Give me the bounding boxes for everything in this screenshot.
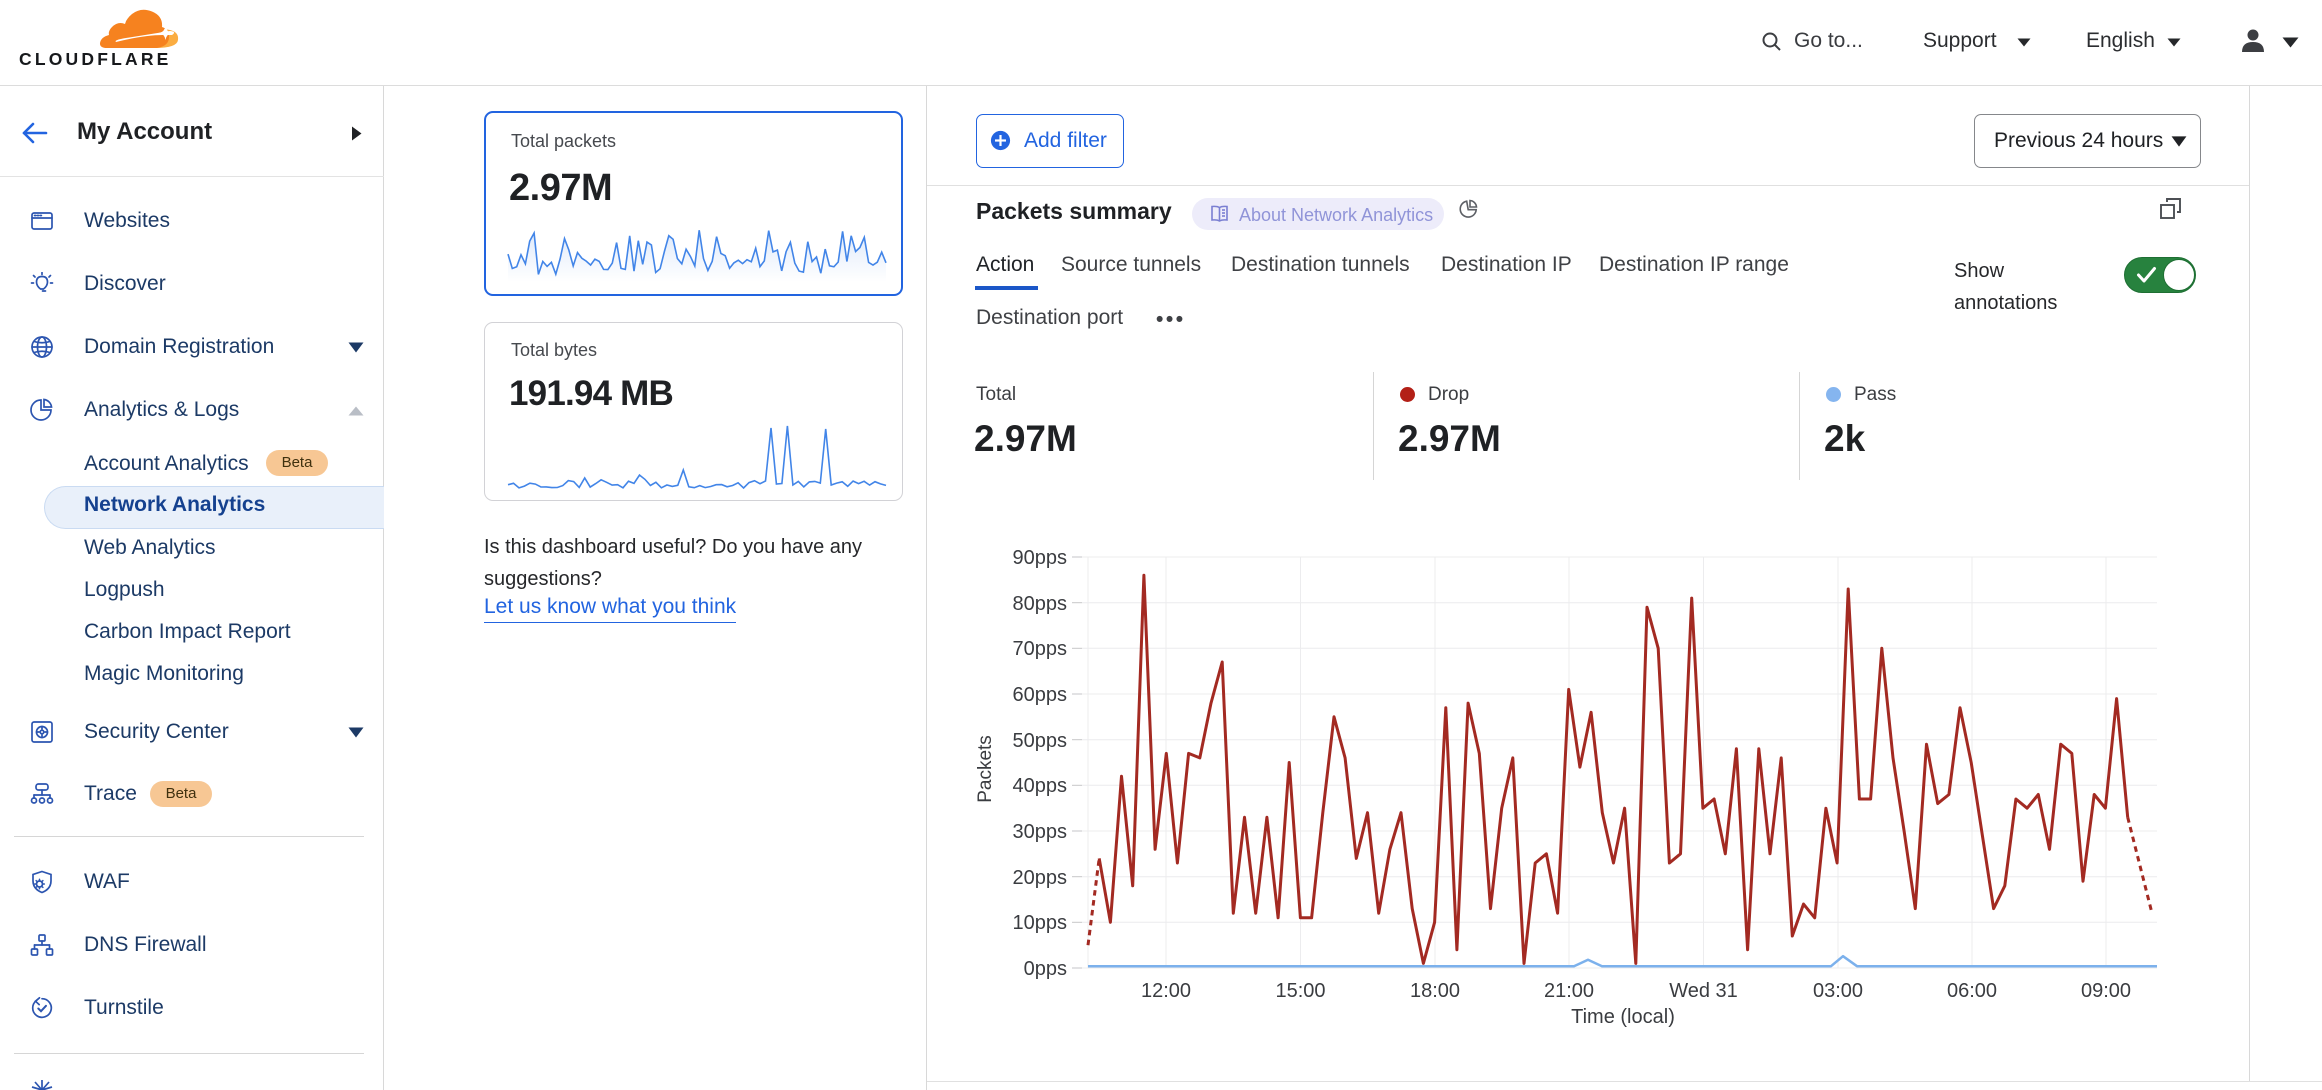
svg-text:09:00: 09:00: [2081, 980, 2131, 1002]
svg-text:12:00: 12:00: [1141, 980, 1191, 1002]
svg-text:18:00: 18:00: [1410, 980, 1460, 1002]
svg-text:70pps: 70pps: [1013, 638, 1068, 660]
svg-text:60pps: 60pps: [1013, 684, 1068, 706]
svg-text:0pps: 0pps: [1024, 958, 1067, 980]
svg-text:Wed 31: Wed 31: [1669, 980, 1738, 1002]
svg-text:80pps: 80pps: [1013, 593, 1068, 615]
svg-text:40pps: 40pps: [1013, 775, 1068, 797]
svg-text:50pps: 50pps: [1013, 730, 1068, 752]
svg-text:90pps: 90pps: [1013, 547, 1068, 569]
svg-text:30pps: 30pps: [1013, 821, 1068, 843]
svg-text:15:00: 15:00: [1275, 980, 1325, 1002]
svg-text:20pps: 20pps: [1013, 867, 1068, 889]
svg-text:21:00: 21:00: [1544, 980, 1594, 1002]
svg-text:03:00: 03:00: [1813, 980, 1863, 1002]
svg-text:Time (local): Time (local): [1571, 1006, 1675, 1028]
svg-text:10pps: 10pps: [1013, 912, 1068, 934]
svg-text:Packets: Packets: [975, 735, 996, 803]
svg-text:06:00: 06:00: [1947, 980, 1997, 1002]
